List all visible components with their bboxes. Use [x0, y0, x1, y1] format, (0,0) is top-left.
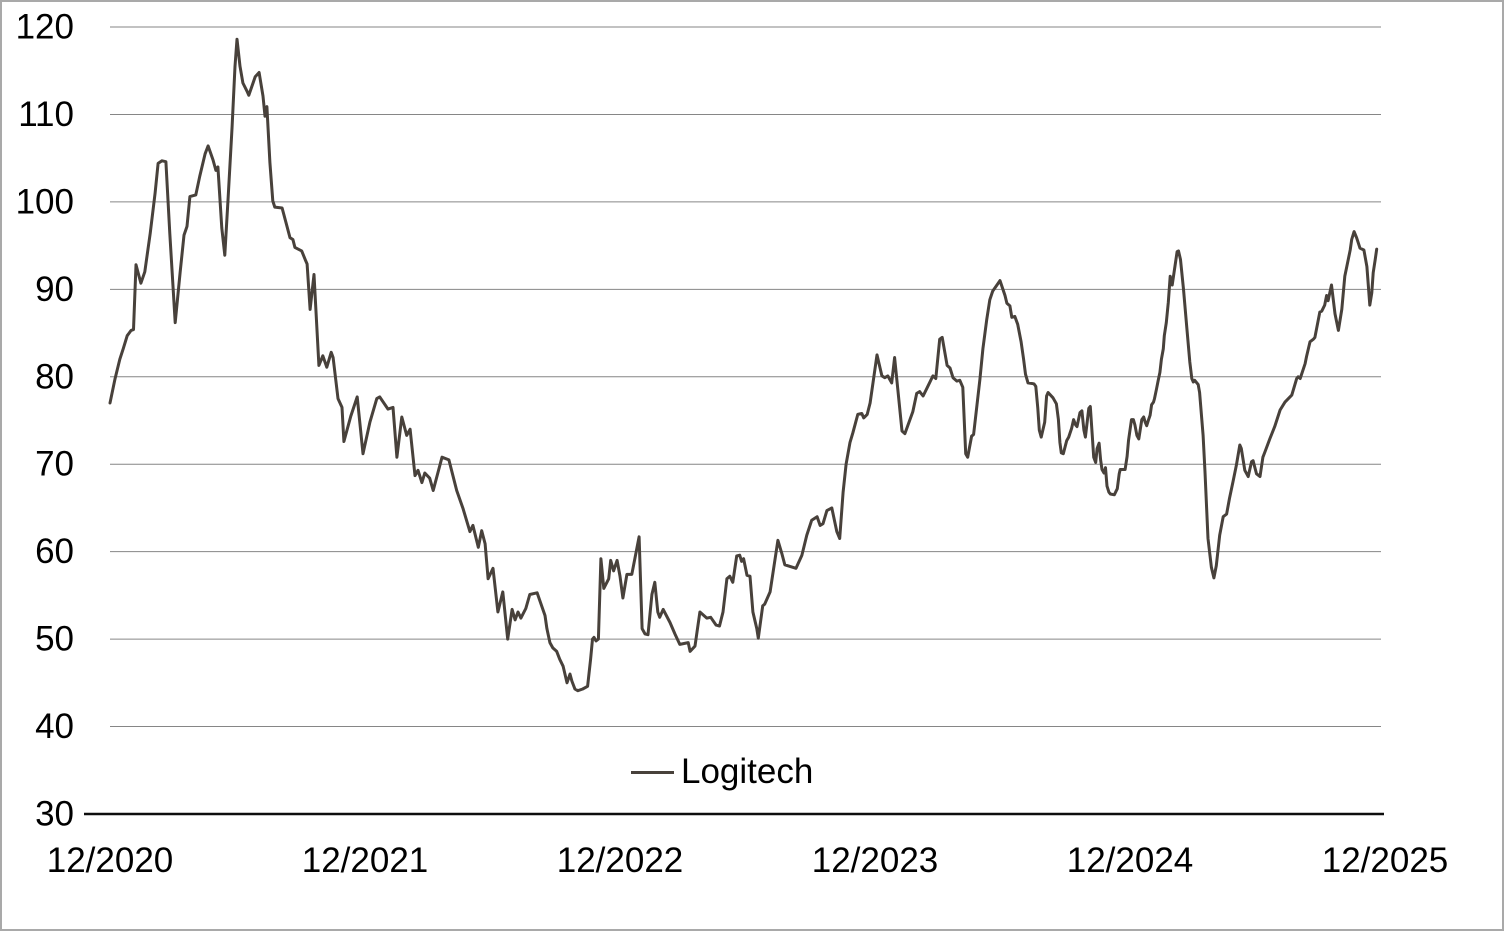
price-line-logitech [108, 37, 1379, 693]
y-tick-label-90: 90 [35, 270, 74, 309]
y-tick-label-60: 60 [35, 532, 74, 571]
x-tick-label-12-2024: 12/2024 [1067, 841, 1194, 880]
legend-label: Logitech [681, 752, 814, 791]
y-tick-label-100: 100 [16, 182, 74, 221]
x-tick-label-12-2023: 12/2023 [812, 841, 939, 880]
y-tick-label-30: 30 [35, 795, 74, 834]
x-tick-label-12-2020: 12/2020 [47, 841, 174, 880]
y-tick-label-40: 40 [35, 707, 74, 746]
y-tick-label-50: 50 [35, 620, 74, 659]
x-tick-label-12-2025: 12/2025 [1322, 841, 1449, 880]
y-tick-label-80: 80 [35, 357, 74, 396]
y-tick-label-110: 110 [18, 95, 74, 134]
y-tick-label-120: 120 [16, 8, 74, 47]
x-tick-label-12-2021: 12/2021 [302, 841, 429, 880]
chart-legend: Logitech [631, 752, 813, 792]
x-tick-label-12-2022: 12/2022 [557, 841, 684, 880]
y-tick-label-70: 70 [35, 445, 74, 484]
legend-line-marker [631, 770, 674, 774]
